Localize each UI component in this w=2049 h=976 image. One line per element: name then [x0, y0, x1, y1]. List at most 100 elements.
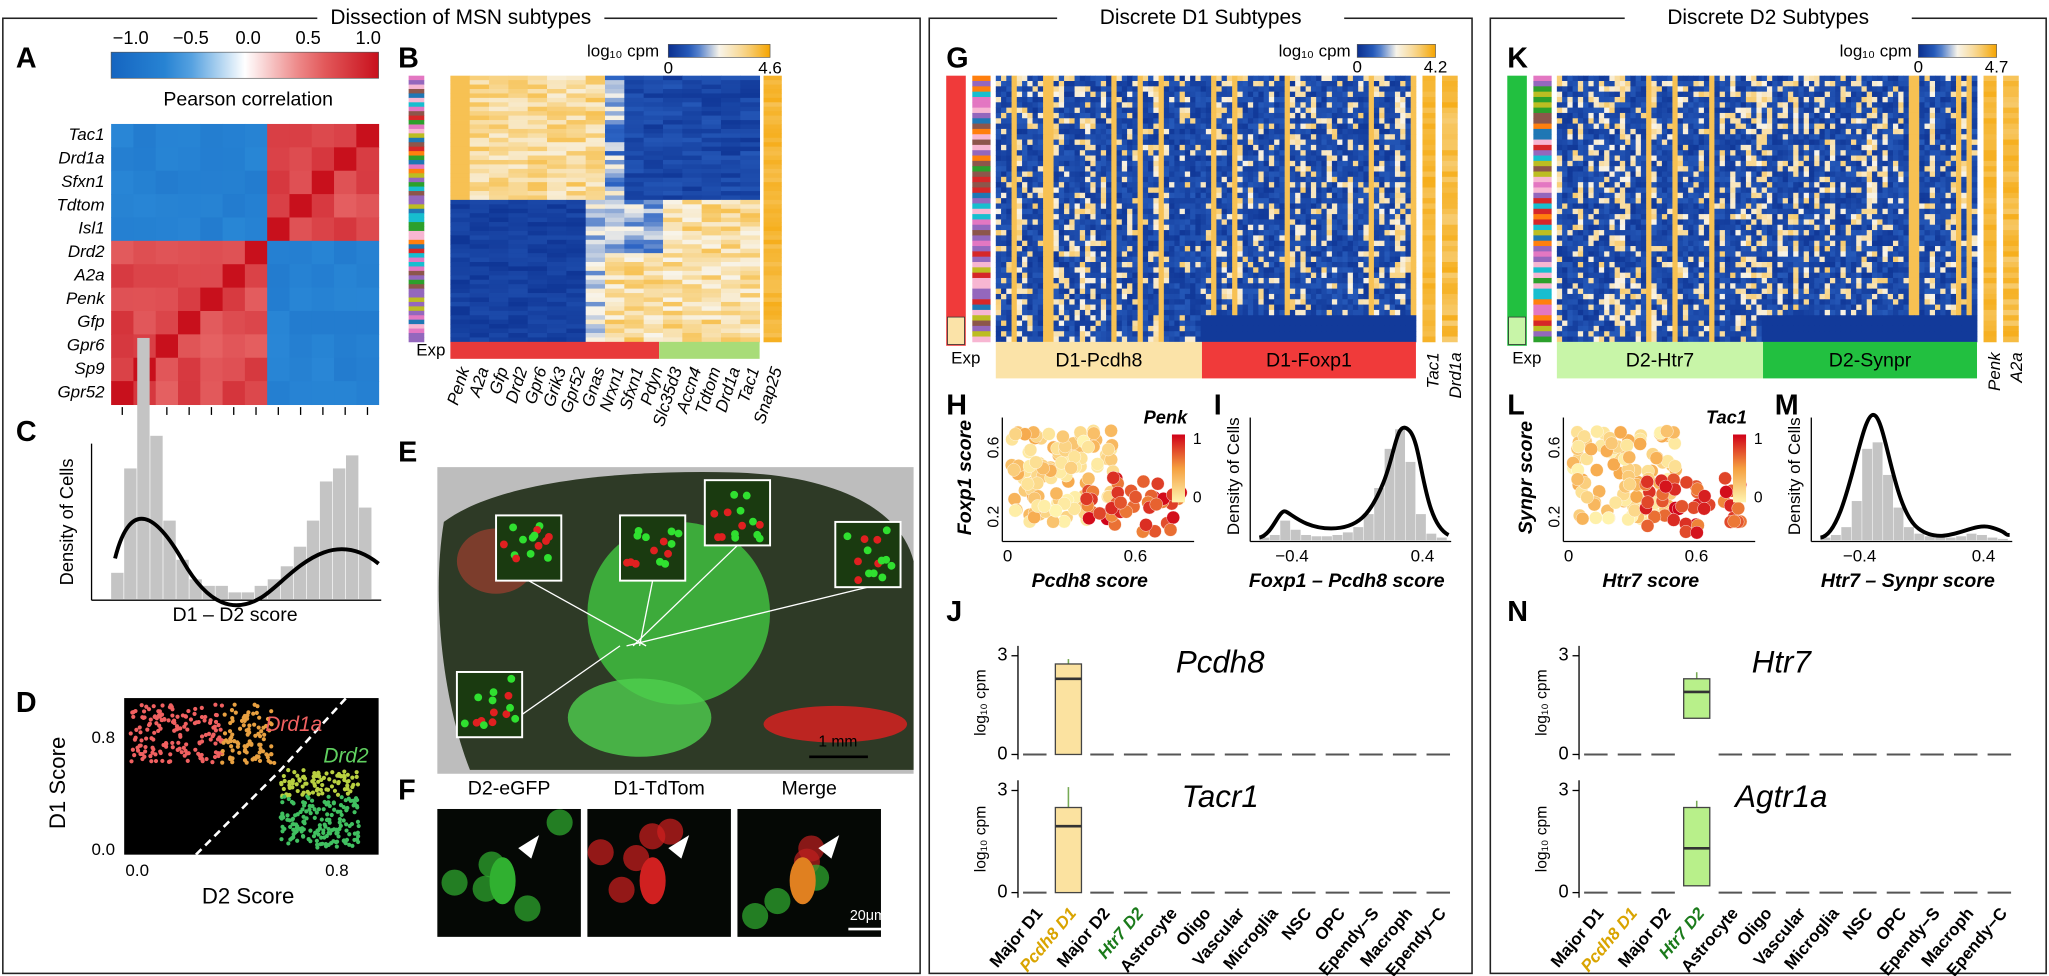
heat-cell [1001, 123, 1007, 130]
heat-cell [1216, 182, 1223, 188]
heat-cell [1153, 256, 1159, 263]
heat-cell [763, 191, 782, 196]
heat-cell [1284, 171, 1291, 178]
point [229, 708, 235, 713]
heat-cell [1074, 208, 1081, 215]
heat-cell [1106, 139, 1112, 146]
heat-cell [1174, 75, 1181, 82]
heat-cell [701, 115, 722, 121]
point [300, 784, 305, 789]
heat-cell [701, 137, 722, 143]
corr-cell [200, 123, 224, 148]
colorbar-tick: 0.0 [235, 27, 260, 48]
heat-cell [1226, 155, 1233, 162]
heat-cell [1211, 155, 1217, 162]
heat-cell [1410, 102, 1417, 109]
heat-cell [1058, 123, 1065, 130]
heat-cell [1190, 251, 1196, 258]
inset-dot [659, 537, 668, 546]
heat-cell [1106, 86, 1112, 93]
heat-cell [1163, 171, 1170, 178]
heat-cell [1221, 166, 1228, 172]
heat-cell [469, 332, 490, 338]
cell-body [623, 845, 650, 872]
heat-cell [547, 146, 567, 152]
heat-cell [995, 262, 1002, 268]
heat-cell [1284, 182, 1291, 188]
heat-cell [995, 91, 1002, 98]
heat-cell [1179, 256, 1186, 263]
heat-cell [1274, 107, 1280, 114]
heat-cell [1422, 160, 1436, 167]
heat-cell [1037, 246, 1044, 252]
heat-cell [1331, 134, 1338, 140]
heat-cell [1079, 230, 1086, 236]
heat-cell [1137, 166, 1144, 172]
point [329, 812, 334, 818]
heat-cell [605, 204, 625, 210]
heat-cell [1169, 139, 1175, 146]
heat-cell [1352, 230, 1359, 236]
heat-cell [1326, 102, 1333, 109]
heat-cell [469, 151, 490, 156]
heat-cell [720, 164, 741, 170]
heat-cell [527, 208, 548, 214]
heat-cell [1179, 144, 1186, 151]
heat-cell [566, 248, 587, 254]
heat-cell [1022, 176, 1028, 183]
heat-cell [1279, 150, 1286, 156]
heat-cell [1326, 214, 1333, 220]
point [287, 793, 292, 798]
heat-cell [605, 306, 625, 312]
heat-cell [1284, 102, 1291, 109]
heat-cell [1379, 203, 1385, 210]
heat-cell [643, 328, 664, 334]
heat-cell [566, 84, 587, 90]
heat-cell [1274, 214, 1280, 220]
heat-cell [1043, 91, 1049, 98]
heat-cell [1121, 171, 1128, 178]
heat-cell [662, 239, 683, 245]
heat-cell [662, 275, 683, 281]
corr-cell [267, 287, 290, 312]
heat-cell [469, 199, 490, 205]
heat-cell [1079, 235, 1086, 242]
heat-cell [1284, 75, 1291, 82]
heat-cell [605, 177, 625, 183]
heat-cell [1037, 107, 1044, 114]
heat-cell [1174, 112, 1181, 119]
heat-cell [1337, 235, 1343, 242]
heat-cell [1442, 139, 1458, 146]
heat-cell [1100, 198, 1107, 204]
heat-cell [1295, 128, 1301, 135]
heat-cell [1200, 86, 1207, 93]
heat-cell [469, 244, 490, 250]
point [137, 743, 142, 748]
heat-cell [469, 253, 490, 258]
heat-cell [1090, 203, 1096, 210]
corr-cell [267, 334, 290, 359]
heat-cell [720, 226, 741, 232]
heat-cell [450, 226, 471, 232]
point [236, 741, 241, 746]
heat-cell [1158, 86, 1165, 93]
heat-cell [1190, 107, 1196, 114]
heat-cell [469, 164, 490, 170]
heat-cell [566, 257, 587, 263]
heat-cell [1300, 182, 1307, 188]
heat-cell [1106, 251, 1112, 258]
heat-cell [1064, 256, 1070, 263]
heat-cell [1216, 187, 1223, 194]
heat-cell [1279, 139, 1286, 146]
heat-cell [1190, 208, 1196, 215]
heat-cell [1163, 251, 1170, 258]
heat-cell [1095, 246, 1102, 252]
heat-cell [1195, 182, 1202, 188]
heat-cell [1253, 256, 1259, 263]
heat-cell [1316, 150, 1322, 156]
heat-cell [605, 120, 625, 125]
heat-cell [527, 270, 548, 276]
heat-cell [1069, 203, 1075, 210]
point [285, 817, 290, 822]
heat-cell [1058, 256, 1065, 263]
